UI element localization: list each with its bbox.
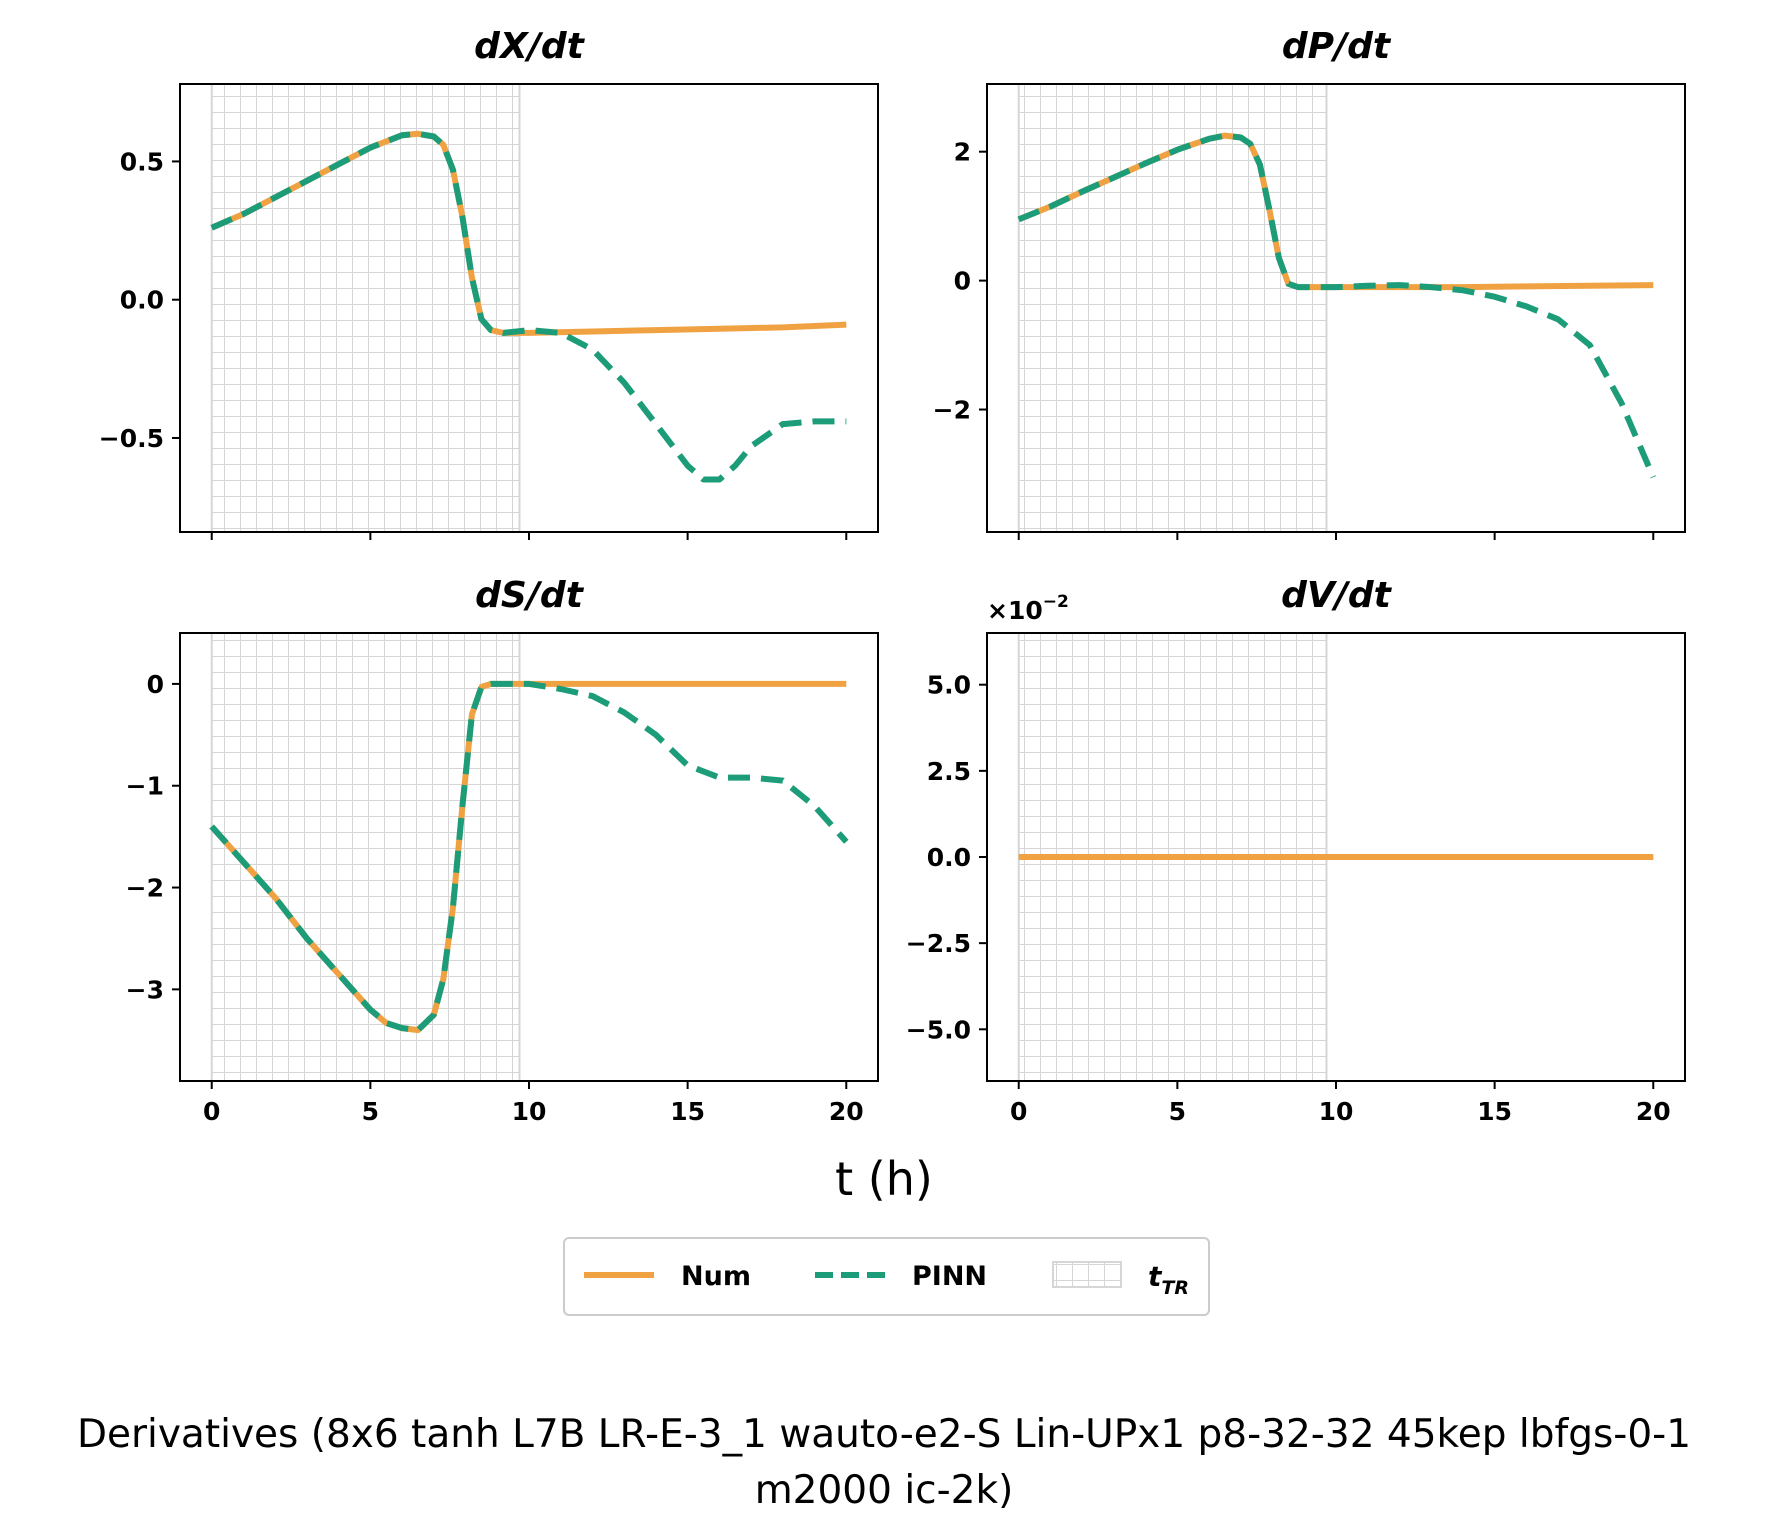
- legend-ttr-label: tTR: [1148, 1260, 1189, 1299]
- dx-dt-pinn-line: [210, 130, 847, 483]
- ds-dt-xtick-label-5: 5: [362, 1097, 379, 1126]
- dv-dt-xtick-label-20: 20: [1636, 1097, 1671, 1126]
- dp-dt-pinn-line: [1017, 132, 1657, 479]
- ds-dt-ytick-label: 0: [147, 670, 164, 699]
- dv-dt-xtick-label-0: 0: [1010, 1097, 1027, 1126]
- dv-dt-offset-text: ×10−2: [987, 592, 1069, 625]
- dx-dt-ytick-label: 0.5: [120, 147, 164, 176]
- dv-dt-xtick-label-5: 5: [1169, 1097, 1186, 1126]
- legend-num-label: Num: [681, 1261, 751, 1292]
- ds-dt-pinn-line: [209, 680, 849, 1034]
- ds-dt-xtick-label-20: 20: [829, 1097, 864, 1126]
- dp-dt-title: dP/dt: [1282, 26, 1392, 67]
- dv-dt-xtick-label-15: 15: [1477, 1097, 1512, 1126]
- panel-dp-dt: dP/dt 2 0 −2: [933, 26, 1686, 540]
- dv-dt-ytick-label: −5.0: [906, 1015, 971, 1044]
- dv-dt-ytick-label: 2.5: [927, 757, 971, 786]
- dv-dt-offset-exponent: −2: [1043, 592, 1069, 612]
- dx-dt-ytick-label: −0.5: [99, 424, 164, 453]
- legend-ttr-swatch: [1052, 1261, 1122, 1288]
- ds-dt-xtick-label-0: 0: [203, 1097, 220, 1126]
- legend-pinn-label: PINN: [912, 1261, 987, 1292]
- ds-dt-ytick-label: −3: [126, 975, 164, 1004]
- dv-dt-ytick-label: 0.0: [927, 843, 971, 872]
- caption-line-1: Derivatives (8x6 tanh L7B LR-E-3_1 wauto…: [77, 1412, 1691, 1457]
- dv-dt-ytick-label: 5.0: [927, 671, 971, 700]
- legend-ttr-sub: TR: [1161, 1277, 1189, 1299]
- ds-dt-ytick-label: −1: [126, 772, 164, 801]
- dp-dt-training-region: [1017, 83, 1328, 533]
- dp-dt-ytick-label: −2: [933, 396, 971, 425]
- panel-ds-dt: dS/dt 0 5 10 15 20 0 −1 −2 −3: [126, 575, 879, 1126]
- ds-dt-training-region: [210, 632, 521, 1082]
- dp-dt-ytick-label: 2: [954, 138, 971, 167]
- legend-frame: [563, 1237, 1210, 1316]
- dx-dt-training-region: [210, 83, 521, 533]
- ds-dt-ytick-label: −2: [126, 874, 164, 903]
- panel-dx-dt: dX/dt 0.5 0.0 −0.5: [99, 26, 879, 540]
- dx-dt-title: dX/dt: [474, 26, 585, 67]
- ds-dt-xtick-label-15: 15: [670, 1097, 705, 1126]
- dv-dt-title: dV/dt: [1281, 575, 1393, 616]
- panel-dv-dt: dV/dt 0 5 10 15 20 5.0 2.5 0.0 −2.5 −5.0 ×10−2: [906, 575, 1686, 1126]
- ds-dt-xtick-label-10: 10: [512, 1097, 547, 1126]
- dp-dt-ytick-label: 0: [954, 267, 971, 296]
- dv-dt-ytick-label: −2.5: [906, 929, 971, 958]
- dx-dt-ytick-label: 0.0: [120, 286, 164, 315]
- x-axis-label: t (h): [835, 1152, 933, 1206]
- legend-ttr-main: t: [1148, 1260, 1163, 1293]
- dv-dt-xtick-label-10: 10: [1319, 1097, 1354, 1126]
- dv-dt-offset-base: ×10: [987, 596, 1043, 625]
- ds-dt-title: dS/dt: [475, 575, 585, 616]
- legend: Num PINN tTR: [563, 1237, 1210, 1316]
- caption-line-2: m2000 ic-2k): [755, 1468, 1014, 1513]
